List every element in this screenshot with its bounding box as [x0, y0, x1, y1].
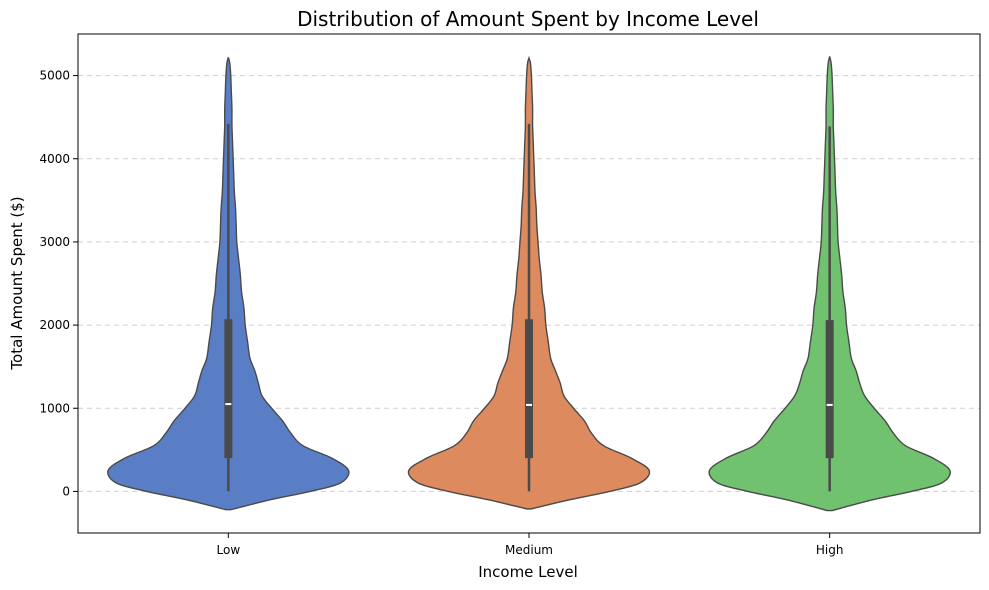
y-tick-label: 4000	[39, 152, 70, 166]
x-tick-label-low: Low	[217, 543, 241, 557]
chart-title: Distribution of Amount Spent by Income L…	[297, 7, 759, 31]
x-axis-label: Income Level	[478, 563, 578, 581]
violin-iqr-box	[525, 319, 533, 459]
y-tick-label: 2000	[39, 318, 70, 332]
y-tick-label: 0	[62, 484, 70, 498]
x-tick-label-high: High	[816, 543, 844, 557]
y-tick-label: 5000	[39, 69, 70, 83]
y-axis-ticks: 0 1000 2000 3000 4000 5000	[39, 69, 78, 498]
y-axis-label: Total Amount Spent ($)	[8, 196, 26, 370]
violin-iqr-box	[825, 320, 834, 459]
x-tick-label-medium: Medium	[505, 543, 553, 557]
violin-high	[708, 56, 951, 512]
x-axis-ticks: Low Medium High	[217, 533, 844, 557]
y-tick-label: 3000	[39, 235, 70, 249]
violin-low	[107, 57, 350, 511]
violins	[107, 55, 951, 512]
violin-medium	[407, 55, 651, 510]
y-tick-label: 1000	[39, 401, 70, 415]
violin-iqr-box	[224, 319, 233, 459]
